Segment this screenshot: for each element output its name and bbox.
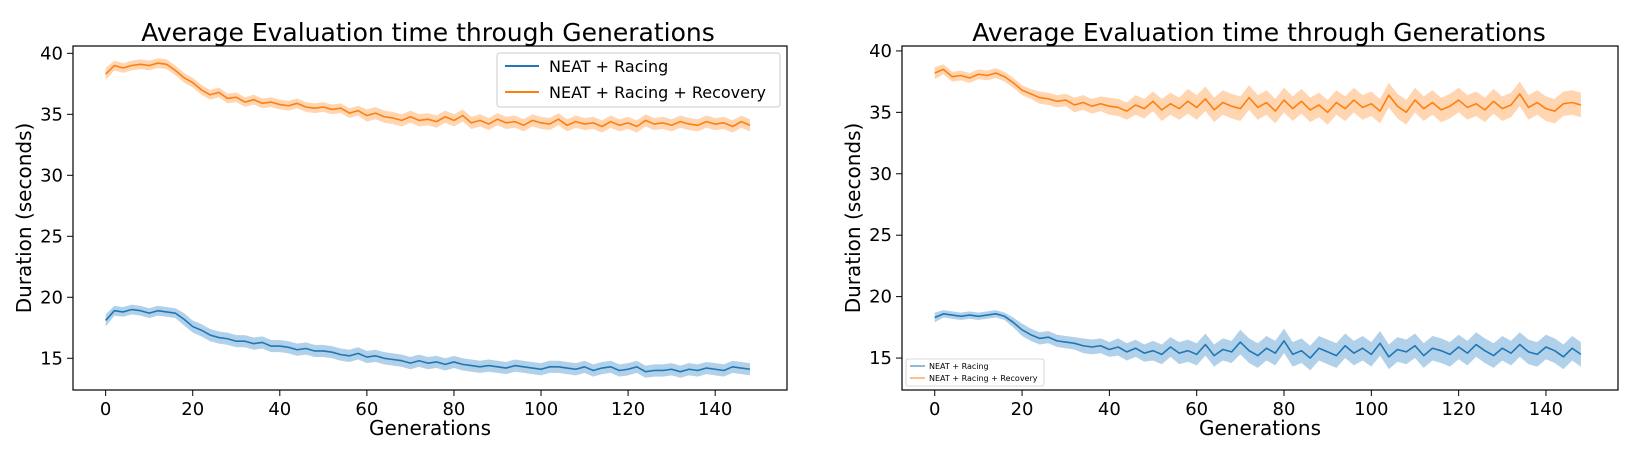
data-layer [934,64,1582,371]
x-tick-label: 80 [442,399,465,420]
chart-title: Average Evaluation time through Generati… [972,18,1546,47]
legend: NEAT + Racing NEAT + Racing + Recovery [496,52,781,108]
chart-panel-right: Average Evaluation time through Generati… [841,18,1619,440]
x-tick-label: 20 [1011,399,1034,420]
y-tick-label: 15 [869,348,892,369]
y-tick-label: 40 [40,43,63,64]
legend-label-neat-racing: NEAT + Racing [929,362,989,371]
legend-label-neat-racing-recovery: NEAT + Racing + Recovery [549,83,766,102]
x-tick-label: 80 [1273,399,1296,420]
x-tick-label: 100 [1354,399,1388,420]
legend-label-neat-racing-recovery: NEAT + Racing + Recovery [929,374,1038,383]
x-tick-label: 40 [268,399,291,420]
chart-title: Average Evaluation time through Generati… [141,18,715,47]
plot-frame [72,45,788,391]
y-tick-label: 40 [869,41,892,62]
y-axis-label: Duration (seconds) [12,123,36,314]
x-tick-label: 60 [1185,399,1208,420]
y-axis-label: Duration (seconds) [841,123,865,314]
x-tick-label: 120 [1441,399,1475,420]
x-tick-label: 0 [929,399,940,420]
series-band [105,304,750,378]
legend-box [905,358,1045,387]
x-axis-label: Generations [369,416,491,440]
y-tick-label: 35 [40,104,63,125]
x-tick-label: 40 [1098,399,1121,420]
chart-panel-left: Average Evaluation time through Generati… [12,18,788,440]
y-tick-label: 25 [40,226,63,247]
y-tick-label: 30 [869,164,892,185]
y-tick-label: 20 [869,287,892,308]
x-tick-label: 140 [1529,399,1563,420]
series-band [105,58,750,133]
x-tick-label: 100 [524,399,558,420]
series-band [934,310,1581,371]
x-axis: 0 20 40 60 80 100 120 140 [100,390,732,420]
series-line [105,308,751,373]
series-band [934,64,1581,125]
y-axis: 15 20 25 30 35 40 [869,41,902,369]
plot-frame [901,45,1619,391]
x-tick-label: 140 [698,399,732,420]
y-tick-label: 35 [869,102,892,123]
x-tick-label: 120 [611,399,645,420]
x-axis: 0 20 40 60 80 100 120 140 [929,390,1563,420]
y-axis: 15 20 25 30 35 40 [40,43,73,369]
y-tick-label: 20 [40,287,63,308]
legend-box [496,52,781,108]
x-tick-label: 60 [355,399,378,420]
x-axis-label: Generations [1199,416,1321,440]
legend: NEAT + Racing NEAT + Racing + Recovery [905,358,1045,387]
y-tick-label: 30 [40,165,63,186]
data-layer [105,58,751,378]
y-tick-label: 25 [869,225,892,246]
legend-label-neat-racing: NEAT + Racing [549,57,668,76]
y-tick-label: 15 [40,348,63,369]
series-line [934,68,1582,114]
x-tick-label: 0 [100,399,111,420]
series-line [934,313,1582,359]
series-line [105,62,751,128]
x-tick-label: 20 [181,399,204,420]
